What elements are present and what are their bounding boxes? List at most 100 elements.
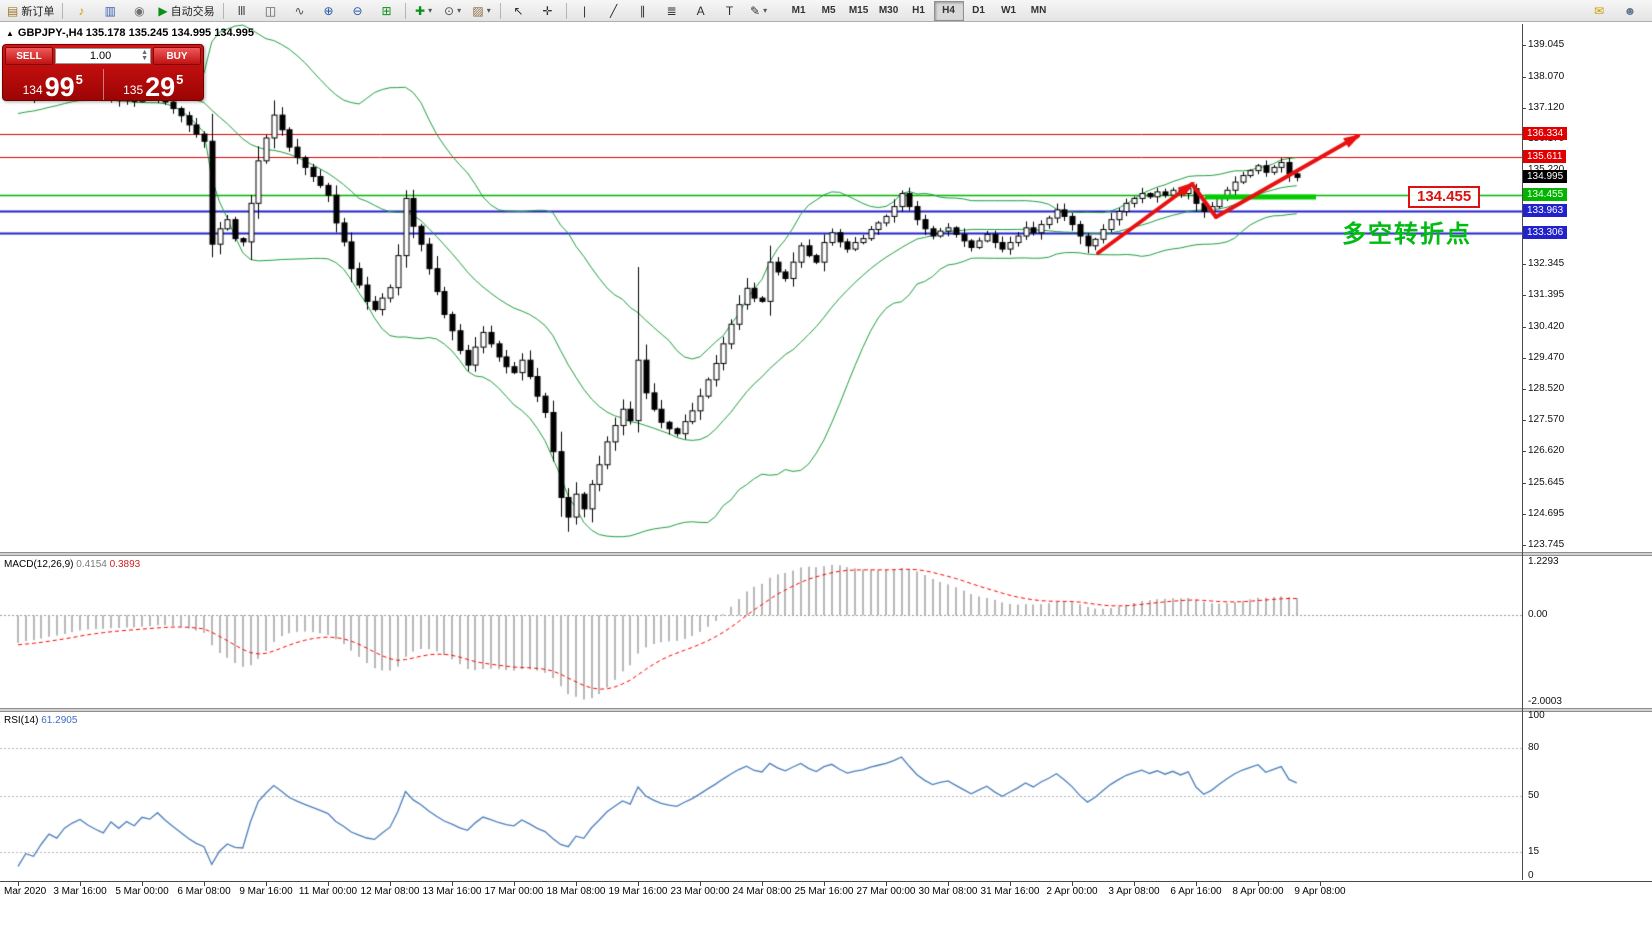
periods-button[interactable]: ⊙ ▾ [439, 1, 467, 21]
crosshair-icon: ✛ [542, 3, 553, 18]
time-tick [1320, 882, 1321, 886]
one-click-trading-panel: SELL 1.00 ▲ ▼ BUY 134 99 5 135 29 5 [2, 44, 204, 101]
time-tick [638, 882, 639, 886]
zoom-out-icon: ⊖ [352, 3, 363, 18]
time-tick [204, 882, 205, 886]
timeframe-mn[interactable]: MN [1030, 5, 1047, 16]
line-chart-button[interactable]: ∿ [286, 1, 314, 21]
time-axis-label: 6 Mar 08:00 [177, 886, 231, 897]
price-tick [1522, 451, 1526, 453]
templates-icon: ▨ [472, 3, 484, 18]
label-button[interactable]: T [716, 1, 744, 21]
chat-button[interactable]: ✉ [1585, 1, 1613, 21]
time-axis-label: Mar 2020 [4, 886, 47, 897]
market-watch-button[interactable]: ▥ [96, 1, 124, 21]
timeframe-d1[interactable]: D1 [972, 5, 985, 16]
autotrading-button[interactable]: ▶ 自动交易 [154, 1, 218, 21]
sell-price-main: 99 [44, 72, 75, 101]
timeframe-h4[interactable]: H4 [933, 0, 964, 21]
rsi-value: 61.2905 [41, 715, 78, 726]
timeframe-m5[interactable]: M5 [821, 5, 836, 16]
stepper-down-icon[interactable]: ▼ [141, 55, 148, 62]
panel-splitter[interactable] [0, 708, 1652, 712]
vertical-line-button[interactable]: | [571, 1, 599, 21]
timeframe-h1[interactable]: H1 [912, 5, 925, 16]
community-icon: ☻ [1623, 3, 1637, 18]
cursor-button[interactable]: ↖ [505, 1, 533, 21]
buy-price-int: 135 [123, 83, 144, 97]
price-axis-label: 129.470 [1528, 351, 1565, 363]
price-tick [1522, 107, 1526, 109]
fibonacci-icon: ≣ [666, 3, 677, 18]
timeframe-m1[interactable]: M1 [791, 5, 806, 16]
rsi-axis-label: 80 [1528, 742, 1540, 753]
trendline-icon: ╱ [609, 3, 618, 18]
templates-button[interactable]: ▨ ▾ [468, 1, 496, 21]
buy-button[interactable]: BUY [153, 47, 201, 65]
volume-value: 1.00 [89, 50, 112, 62]
sell-button[interactable]: SELL [5, 47, 53, 65]
time-tick [576, 882, 577, 886]
volume-field[interactable]: 1.00 ▲ ▼ [55, 48, 151, 64]
timeframe-m30[interactable]: M30 [878, 5, 899, 16]
tile-windows-button[interactable]: ⊞ [373, 1, 401, 21]
channel-button[interactable]: ∥ [629, 1, 657, 21]
bar-chart-icon: Ⅲ [237, 3, 246, 18]
indicators-button[interactable]: ✚ ▾ [410, 1, 438, 21]
time-axis-label: 3 Mar 16:00 [53, 886, 107, 897]
price-axis-label: 123.745 [1528, 539, 1565, 550]
price-tick [1522, 326, 1526, 328]
zoom-in-button[interactable]: ⊕ [315, 1, 343, 21]
new-order-button[interactable]: ▤ 新订单 [3, 1, 58, 21]
rsi-panel-canvas[interactable] [0, 712, 1522, 880]
time-tick [1010, 882, 1011, 886]
price-divider [102, 69, 104, 100]
time-tick [824, 882, 825, 886]
time-tick [886, 882, 887, 886]
stepper-up-icon[interactable]: ▲ [141, 49, 148, 56]
time-tick [762, 882, 763, 886]
timeframe-w1[interactable]: W1 [1001, 5, 1017, 16]
alerts-button[interactable]: ♪ [67, 1, 95, 21]
timeframe-m15[interactable]: M15 [848, 5, 869, 16]
price-axis-label: 128.520 [1528, 382, 1565, 394]
community-button[interactable]: ☻ [1616, 1, 1644, 21]
shapes-button[interactable]: ✎ ▾ [745, 1, 773, 21]
macd-name: MACD(12,26,9) [4, 559, 74, 570]
buy-price[interactable]: 135 29 5 [104, 67, 204, 100]
time-axis-label: 9 Mar 16:00 [239, 886, 293, 897]
symbol-marker-icon: ▲ [6, 28, 14, 38]
symbol-info: ▲ GBPJPY-,H4 135.178 135.245 134.995 134… [6, 27, 254, 39]
price-tick [1522, 482, 1526, 484]
macd-panel-canvas[interactable] [0, 556, 1522, 708]
time-axis[interactable]: Mar 2020 3 Mar 16:00 5 Mar 00:00 6 Mar 08:0… [0, 881, 1652, 902]
chevron-down-icon: ▾ [486, 6, 491, 15]
crosshair-button[interactable]: ✛ [534, 1, 562, 21]
main-chart-canvas[interactable] [0, 24, 1522, 552]
time-axis-label: 23 Mar 00:00 [670, 886, 730, 897]
time-axis-label: 3 Apr 08:00 [1108, 886, 1160, 897]
price-axis-label: 130.420 [1528, 320, 1565, 332]
rsi-axis-label: 50 [1528, 790, 1540, 801]
zoom-out-button[interactable]: ⊖ [344, 1, 372, 21]
time-axis-label: 19 Mar 16:00 [608, 886, 668, 897]
hline-price-badge: 133.963 [1523, 204, 1568, 218]
bar-chart-button[interactable]: Ⅲ [228, 1, 256, 21]
time-axis-label: 18 Mar 08:00 [546, 886, 606, 897]
sell-price[interactable]: 134 99 5 [3, 67, 103, 101]
time-axis-label: 5 Mar 00:00 [115, 886, 169, 897]
text-button[interactable]: A [687, 1, 715, 21]
fibonacci-button[interactable]: ≣ [658, 1, 686, 21]
sound-button[interactable]: ◉ [125, 1, 153, 21]
trendline-button[interactable]: ╱ [600, 1, 628, 21]
toolbar-separator [222, 2, 224, 19]
volume-stepper[interactable]: ▲ ▼ [141, 49, 150, 62]
price-tick [1522, 263, 1526, 265]
text-icon: A [696, 3, 705, 18]
time-tick [1072, 882, 1073, 886]
time-tick [390, 882, 391, 886]
panel-splitter[interactable] [0, 552, 1652, 556]
candlestick-chart-button[interactable]: ◫ [257, 1, 285, 21]
price-axis[interactable]: 139.045138.070137.120136.170135.220132.3… [1522, 22, 1652, 947]
